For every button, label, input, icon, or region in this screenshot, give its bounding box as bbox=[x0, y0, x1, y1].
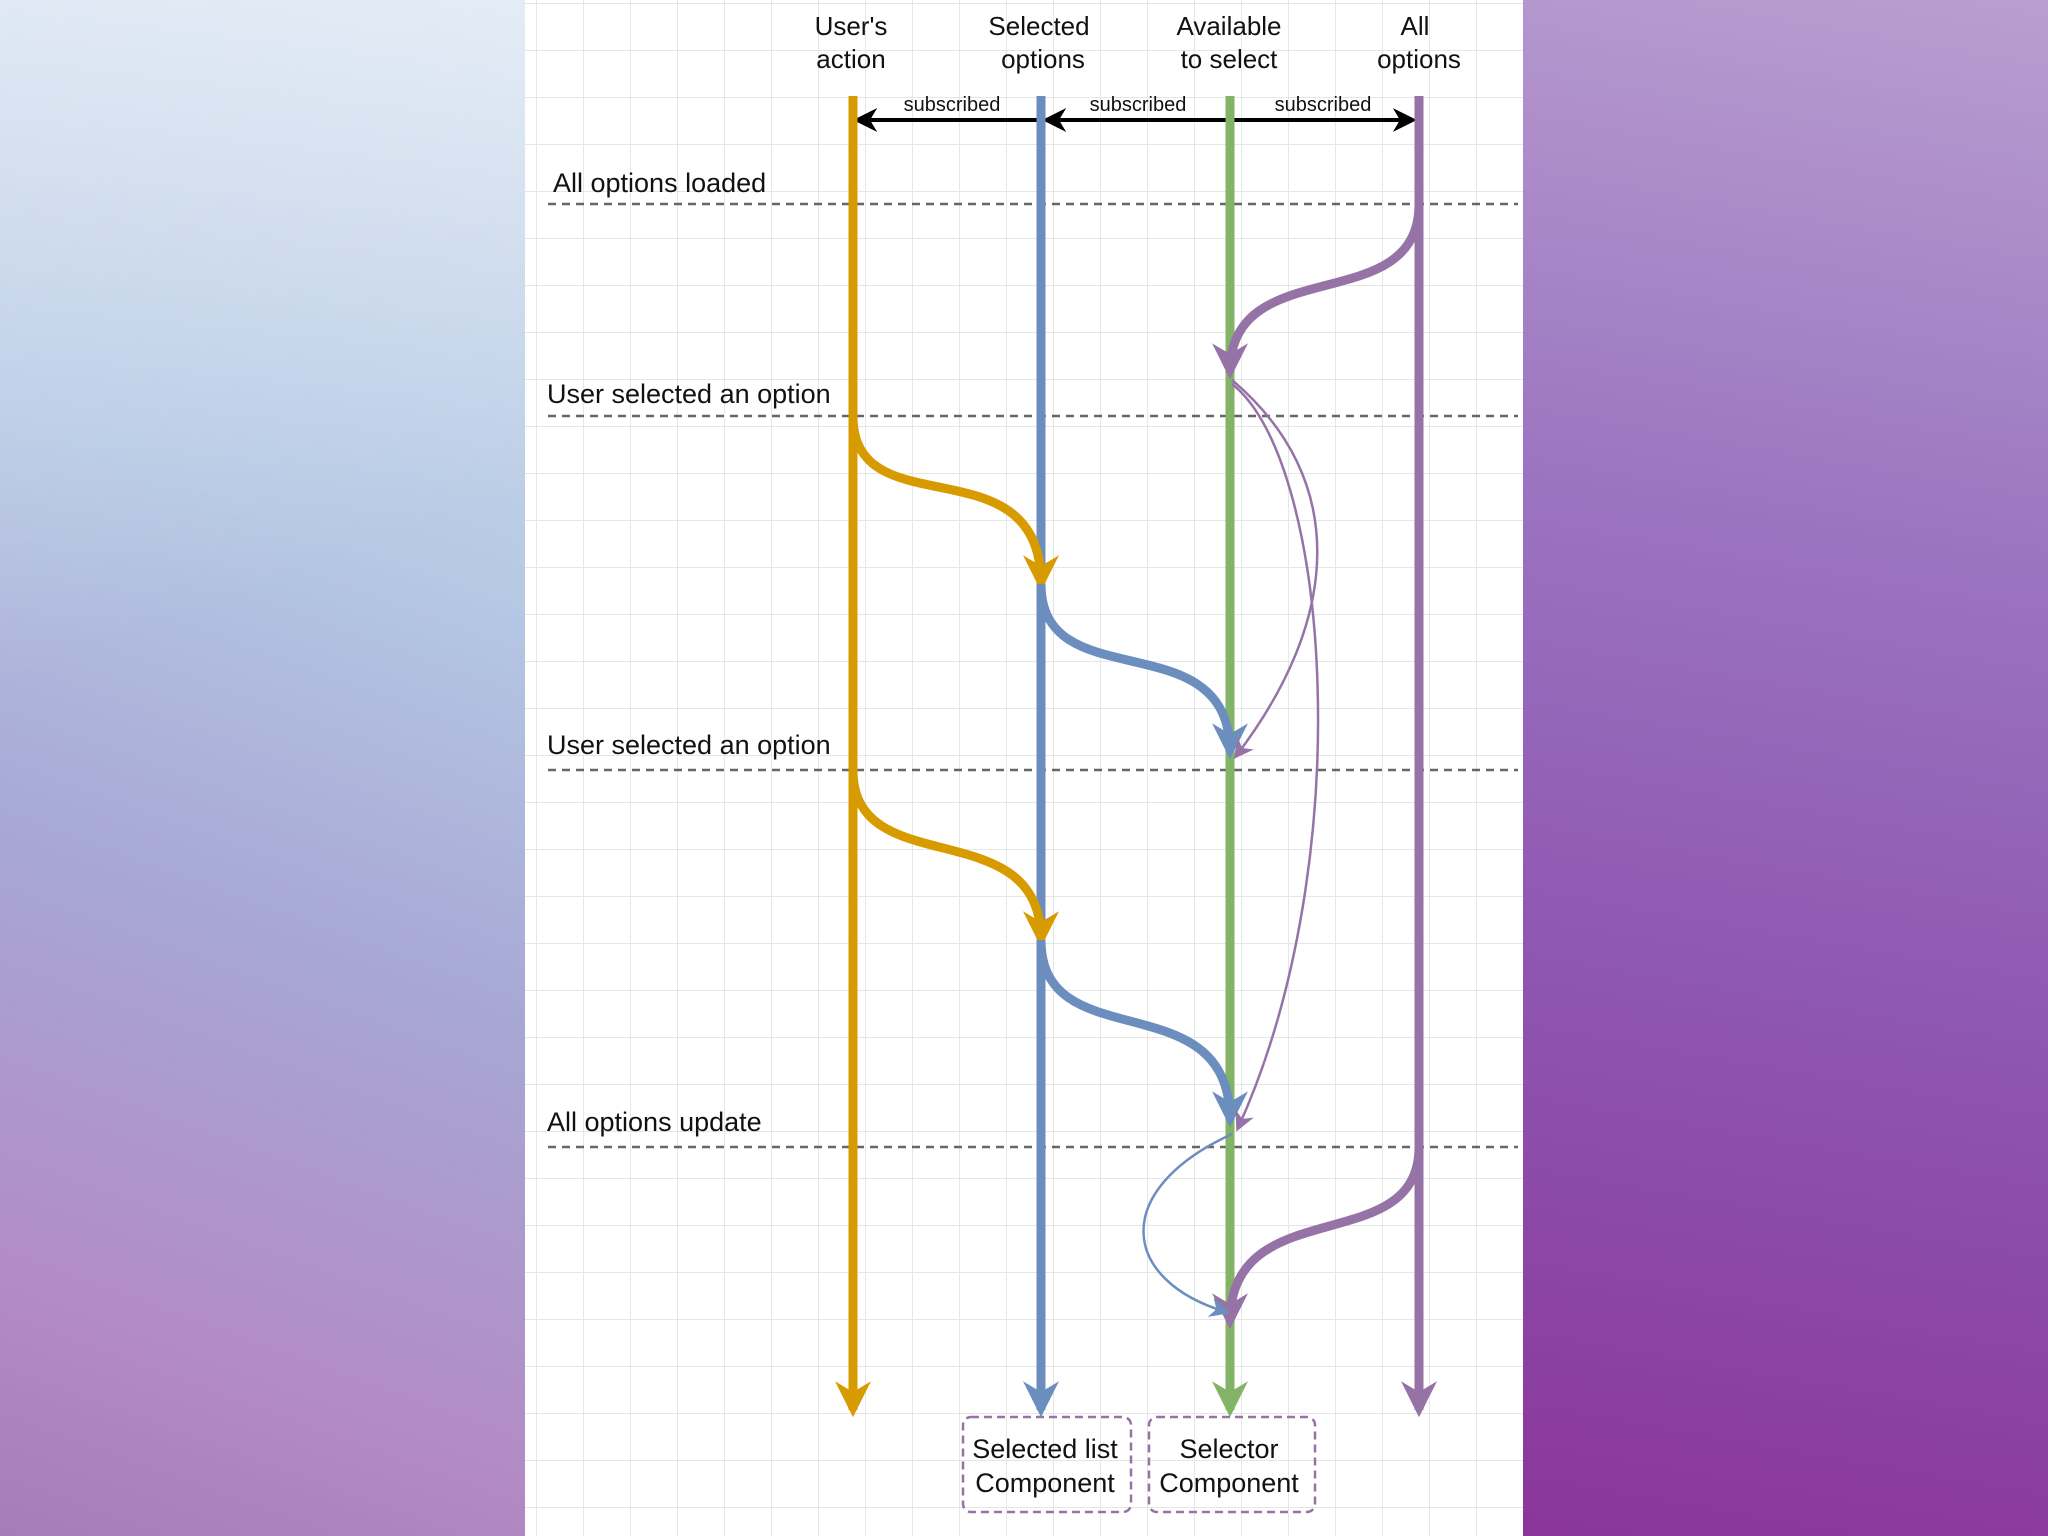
event-label-all-options-update: All options update bbox=[547, 1107, 762, 1137]
lane-title-available-to-select: Available to select bbox=[1176, 11, 1281, 74]
subscribed-label-1: subscribed bbox=[904, 94, 1001, 116]
lane-title-all-options: All options bbox=[1377, 11, 1461, 74]
flow-action-to-selected-2 bbox=[848, 769, 1059, 948]
flow-action-to-selected-1 bbox=[848, 415, 1059, 592]
lane-title-line1: All bbox=[1401, 11, 1430, 41]
subscribed-label-3: subscribed bbox=[1275, 94, 1372, 116]
event-label-user-selected-1: User selected an option bbox=[547, 379, 831, 409]
background-right bbox=[1523, 0, 2048, 1536]
component-label-line1: Selector bbox=[1179, 1434, 1278, 1464]
lane-title-line1: User's bbox=[815, 11, 888, 41]
flow-selected-to-available-2 bbox=[1036, 939, 1248, 1128]
selected-list-component: Selected list Component bbox=[961, 1415, 1133, 1514]
event-label-all-options-loaded: All options loaded bbox=[553, 168, 766, 198]
lane-title-selected-options: Selected options bbox=[988, 11, 1089, 74]
component-label-line1: Selected list bbox=[972, 1434, 1118, 1464]
lane-title-line2: options bbox=[1377, 44, 1461, 74]
lanes bbox=[835, 96, 1437, 1418]
lane-title-line1: Available bbox=[1176, 11, 1281, 41]
background-left bbox=[0, 0, 525, 1536]
lane-title-line2: to select bbox=[1181, 44, 1279, 74]
subscribed-label-2: subscribed bbox=[1090, 94, 1187, 116]
lane-title-line2: action bbox=[816, 44, 885, 74]
lane-title-line1: Selected bbox=[988, 11, 1089, 41]
lane-title-users-action: User's action bbox=[815, 11, 888, 74]
flow-all-to-available-2 bbox=[1212, 1146, 1424, 1330]
subscription-arrows: subscribed subscribed subscribed bbox=[853, 94, 1417, 132]
event-markers: All options loaded User selected an opti… bbox=[547, 168, 1518, 1149]
diagram-canvas bbox=[525, 0, 1523, 1536]
flow-curves bbox=[848, 203, 1424, 1330]
feedback-available-3 bbox=[1142, 1132, 1233, 1317]
flow-selected-to-available-1 bbox=[1036, 583, 1248, 760]
component-box bbox=[961, 1415, 1133, 1514]
feedback-available-2 bbox=[1231, 383, 1320, 1132]
flow-all-to-available-1 bbox=[1212, 203, 1424, 380]
component-box bbox=[1147, 1415, 1317, 1514]
feedback-available-1 bbox=[1231, 379, 1319, 760]
lane-title-line2: options bbox=[1001, 44, 1085, 74]
component-label-line2: Component bbox=[975, 1468, 1115, 1498]
event-label-user-selected-2: User selected an option bbox=[547, 730, 831, 760]
selector-component: Selector Component bbox=[1147, 1415, 1317, 1514]
component-label-line2: Component bbox=[1159, 1468, 1299, 1498]
